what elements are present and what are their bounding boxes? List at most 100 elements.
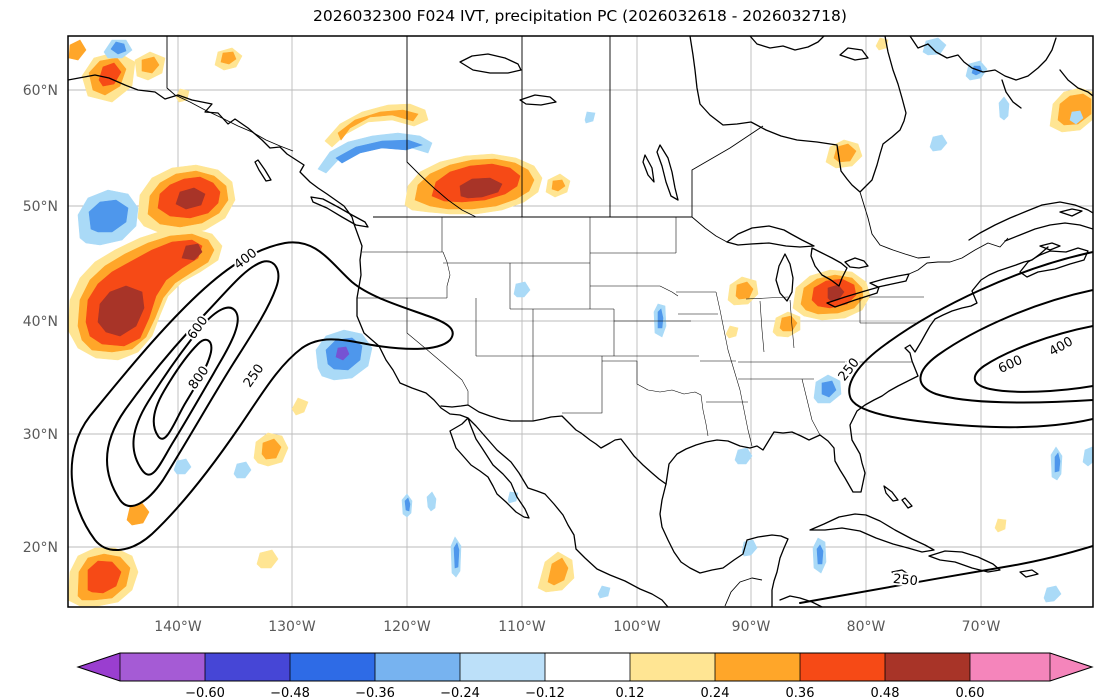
- lat-tick-label: 30°N: [23, 427, 58, 443]
- pc-fill-patch: [220, 51, 237, 65]
- pc-fill-patches: [68, 37, 1093, 607]
- coast-line: [659, 483, 823, 607]
- lon-axis-labels: 140°W 130°W 120°W 110°W 100°W 90°W 80°W 70°W: [154, 619, 1000, 635]
- pc-fill-patch: [256, 549, 279, 569]
- pc-fill-patch: [513, 281, 531, 298]
- contour-label: 600: [185, 314, 212, 343]
- pc-fill-patch: [337, 109, 419, 141]
- pc-fill-patch: [1069, 110, 1084, 125]
- coast-line: [254, 159, 369, 228]
- pc-fill-patch: [261, 438, 282, 460]
- contour-label: 250: [241, 362, 268, 391]
- colorbar-arrow-right: [1050, 653, 1092, 681]
- coast-line: [909, 36, 1093, 109]
- state-line: [700, 296, 924, 436]
- colorbar-segment: [545, 653, 630, 681]
- pc-fill-patch: [97, 285, 145, 337]
- pc-fill-patch: [291, 397, 309, 416]
- colorbar-segment: [205, 653, 290, 681]
- state-line: [676, 291, 795, 447]
- gridlines: [68, 36, 1093, 607]
- state-line: [443, 217, 699, 357]
- pc-fill-patch: [87, 560, 122, 594]
- pc-fill-patch: [994, 518, 1007, 533]
- pc-fill-patch: [734, 447, 753, 465]
- colorbar-tick-label: −0.48: [270, 686, 310, 698]
- pc-fill-patch: [1043, 585, 1062, 603]
- pc-fill-patch: [929, 134, 948, 152]
- pc-fill-patch: [547, 557, 569, 586]
- colorbar-tick-label: −0.24: [440, 686, 480, 698]
- pc-fill-patch: [584, 111, 596, 124]
- lat-tick-label: 50°N: [23, 199, 58, 215]
- lat-axis-labels: 60°N 50°N 40°N 30°N 20°N: [23, 83, 58, 556]
- pc-fill-patch: [459, 177, 503, 199]
- pc-fill-patch: [404, 497, 411, 512]
- pc-fill-patch: [175, 187, 206, 210]
- ivt-contour-250: [799, 545, 1093, 604]
- pc-fill-patch: [426, 491, 437, 512]
- colorbar-segment: [800, 653, 885, 681]
- colorbar-segment: [460, 653, 545, 681]
- ivt-contour-800: [152, 338, 213, 440]
- coast-line: [665, 246, 1049, 493]
- pc-fill-patch: [507, 491, 519, 504]
- ivt-contour-250: [70, 241, 454, 552]
- pc-fill-patch: [922, 37, 947, 56]
- colorbar-tick-label: 0.60: [956, 686, 985, 698]
- border-line: [373, 216, 1009, 275]
- lon-tick-label: 140°W: [154, 619, 202, 635]
- coast-line: [440, 404, 667, 485]
- colorbar: −0.60 −0.48 −0.36 −0.24 −0.12 0.12 0.24 0.36 0.4…: [76, 652, 1094, 698]
- state-line: [406, 298, 615, 421]
- state-line: [602, 360, 709, 437]
- pc-fill-patch: [779, 315, 798, 332]
- pc-fill-patch: [551, 179, 566, 192]
- pc-fill-patch: [657, 308, 664, 329]
- pc-fill-patch: [68, 39, 87, 61]
- border-line: [406, 36, 931, 259]
- colorbar-segment: [630, 653, 715, 681]
- ivt-contour-600: [974, 325, 1093, 393]
- colorbar-segment: [885, 653, 970, 681]
- basemap: [68, 36, 1093, 607]
- pc-fill-patch: [173, 458, 192, 475]
- ivt-contour-600: [132, 306, 239, 476]
- lon-tick-label: 120°W: [383, 619, 431, 635]
- colorbar-tick-label: −0.12: [525, 686, 565, 698]
- contour-label: 400: [231, 246, 260, 273]
- pc-fill-patch: [110, 41, 127, 55]
- coast-line: [726, 225, 910, 308]
- pc-fill-patch: [597, 585, 611, 599]
- colorbar-tick-label: 0.36: [786, 686, 815, 698]
- lon-tick-label: 100°W: [613, 619, 661, 635]
- colorbar-tick-label: −0.36: [355, 686, 395, 698]
- pc-fill-patch: [1082, 446, 1093, 467]
- coast-line: [1019, 247, 1089, 278]
- colorbar-segment: [970, 653, 1050, 681]
- lat-tick-label: 40°N: [23, 314, 58, 330]
- lon-tick-label: 70°W: [962, 619, 1001, 635]
- pc-fill-patch: [88, 199, 129, 233]
- lon-tick-label: 110°W: [498, 619, 546, 635]
- colorbar-tick-label: −0.60: [185, 686, 225, 698]
- contour-label: 250: [836, 355, 863, 384]
- contour-label: 250: [892, 572, 918, 590]
- pc-fill-patch: [141, 56, 160, 74]
- coast-line: [968, 201, 1093, 251]
- ivt-contours: [70, 241, 1093, 604]
- pc-fill-patch: [735, 281, 754, 300]
- lat-tick-label: 20°N: [23, 540, 58, 556]
- pc-fill-patch: [453, 542, 460, 569]
- contour-label: 400: [1047, 334, 1076, 359]
- chart-title: 2026032300 F024 IVT, precipitation PC (2…: [313, 7, 847, 25]
- pc-fill-patch: [821, 380, 837, 398]
- colorbar-segment: [120, 653, 205, 681]
- lon-tick-label: 130°W: [268, 619, 316, 635]
- coast-line: [689, 36, 907, 193]
- ivt-contour-400: [919, 289, 1093, 404]
- pc-fill-patch: [233, 461, 252, 479]
- state-line: [357, 217, 451, 299]
